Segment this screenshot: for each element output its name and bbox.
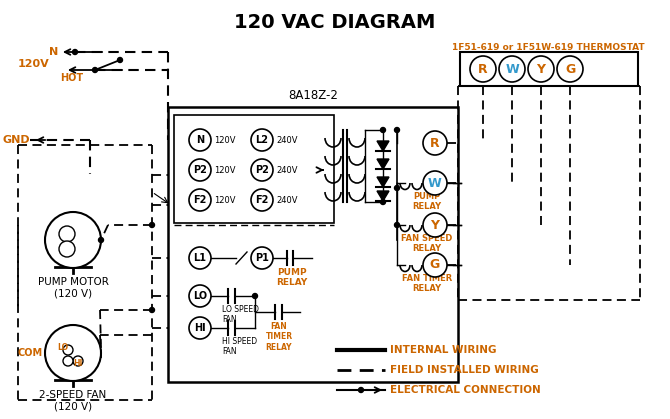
Text: LO: LO: [58, 344, 68, 352]
Circle shape: [423, 171, 447, 195]
Circle shape: [59, 241, 75, 257]
Circle shape: [395, 186, 399, 191]
Circle shape: [358, 388, 364, 393]
FancyBboxPatch shape: [168, 107, 458, 382]
Text: ELECTRICAL CONNECTION: ELECTRICAL CONNECTION: [390, 385, 541, 395]
Text: P2: P2: [255, 165, 269, 175]
Circle shape: [395, 222, 399, 228]
Text: COM: COM: [18, 348, 43, 358]
Text: P1: P1: [255, 253, 269, 263]
Text: N: N: [49, 47, 58, 57]
Polygon shape: [377, 177, 389, 187]
Text: LO SPEED
FAN: LO SPEED FAN: [222, 305, 259, 324]
Text: G: G: [565, 62, 575, 75]
Text: HI: HI: [73, 360, 82, 368]
FancyBboxPatch shape: [174, 115, 334, 223]
Circle shape: [63, 356, 73, 366]
Text: R: R: [430, 137, 440, 150]
Circle shape: [423, 213, 447, 237]
Circle shape: [253, 293, 257, 298]
Text: 120 VAC DIAGRAM: 120 VAC DIAGRAM: [234, 13, 436, 32]
Circle shape: [423, 253, 447, 277]
Circle shape: [381, 199, 385, 204]
Circle shape: [63, 345, 73, 355]
Polygon shape: [377, 191, 389, 201]
Circle shape: [251, 159, 273, 181]
Circle shape: [59, 226, 75, 242]
Text: 120V: 120V: [214, 166, 235, 174]
Text: 240V: 240V: [276, 196, 297, 204]
Text: PUMP
RELAY: PUMP RELAY: [276, 268, 308, 287]
Circle shape: [92, 67, 98, 72]
Text: PUMP MOTOR
(120 V): PUMP MOTOR (120 V): [38, 277, 109, 299]
Text: W: W: [428, 176, 442, 189]
Text: Y: Y: [537, 62, 545, 75]
Circle shape: [189, 285, 211, 307]
Circle shape: [395, 127, 399, 132]
Text: L2: L2: [255, 135, 269, 145]
Text: R: R: [478, 62, 488, 75]
Text: L1: L1: [194, 253, 206, 263]
Circle shape: [189, 159, 211, 181]
Circle shape: [72, 49, 78, 54]
Text: HI SPEED
FAN: HI SPEED FAN: [222, 337, 257, 357]
Text: FAN
TIMER
RELAY: FAN TIMER RELAY: [265, 322, 293, 352]
Text: F2: F2: [255, 195, 269, 205]
Text: HI: HI: [194, 323, 206, 333]
Text: FAN SPEED
RELAY: FAN SPEED RELAY: [401, 234, 453, 253]
Circle shape: [149, 222, 155, 228]
Text: HOT: HOT: [60, 73, 84, 83]
Circle shape: [470, 56, 496, 82]
Text: 120V: 120V: [214, 196, 235, 204]
FancyBboxPatch shape: [460, 52, 638, 86]
Text: FIELD INSTALLED WIRING: FIELD INSTALLED WIRING: [390, 365, 539, 375]
Text: 1F51-619 or 1F51W-619 THERMOSTAT: 1F51-619 or 1F51W-619 THERMOSTAT: [452, 42, 645, 52]
Text: 2-SPEED FAN
(120 V): 2-SPEED FAN (120 V): [40, 390, 107, 411]
Text: Y: Y: [431, 218, 440, 232]
Circle shape: [98, 238, 103, 243]
Text: FAN TIMER
RELAY: FAN TIMER RELAY: [402, 274, 452, 293]
Circle shape: [251, 129, 273, 151]
Text: F2: F2: [194, 195, 206, 205]
Text: N: N: [196, 135, 204, 145]
Circle shape: [45, 212, 101, 268]
Text: 120V: 120V: [18, 59, 50, 69]
Polygon shape: [377, 159, 389, 169]
Circle shape: [499, 56, 525, 82]
Text: 120V: 120V: [214, 135, 235, 145]
Text: GND: GND: [3, 135, 30, 145]
Circle shape: [73, 356, 83, 366]
Circle shape: [189, 129, 211, 151]
Polygon shape: [377, 141, 389, 151]
Circle shape: [423, 131, 447, 155]
Text: 240V: 240V: [276, 135, 297, 145]
Circle shape: [45, 325, 101, 381]
Circle shape: [251, 247, 273, 269]
Text: 8A18Z-2: 8A18Z-2: [288, 89, 338, 102]
Circle shape: [117, 57, 123, 62]
Circle shape: [189, 317, 211, 339]
Circle shape: [557, 56, 583, 82]
Text: W: W: [505, 62, 519, 75]
Text: G: G: [430, 259, 440, 272]
Circle shape: [528, 56, 554, 82]
Circle shape: [381, 127, 385, 132]
Circle shape: [149, 308, 155, 313]
Circle shape: [189, 189, 211, 211]
Circle shape: [189, 247, 211, 269]
Text: P2: P2: [193, 165, 207, 175]
Text: PUMP
RELAY: PUMP RELAY: [413, 192, 442, 212]
Text: 240V: 240V: [276, 166, 297, 174]
Text: INTERNAL WIRING: INTERNAL WIRING: [390, 345, 496, 355]
Text: LO: LO: [193, 291, 207, 301]
Circle shape: [251, 189, 273, 211]
